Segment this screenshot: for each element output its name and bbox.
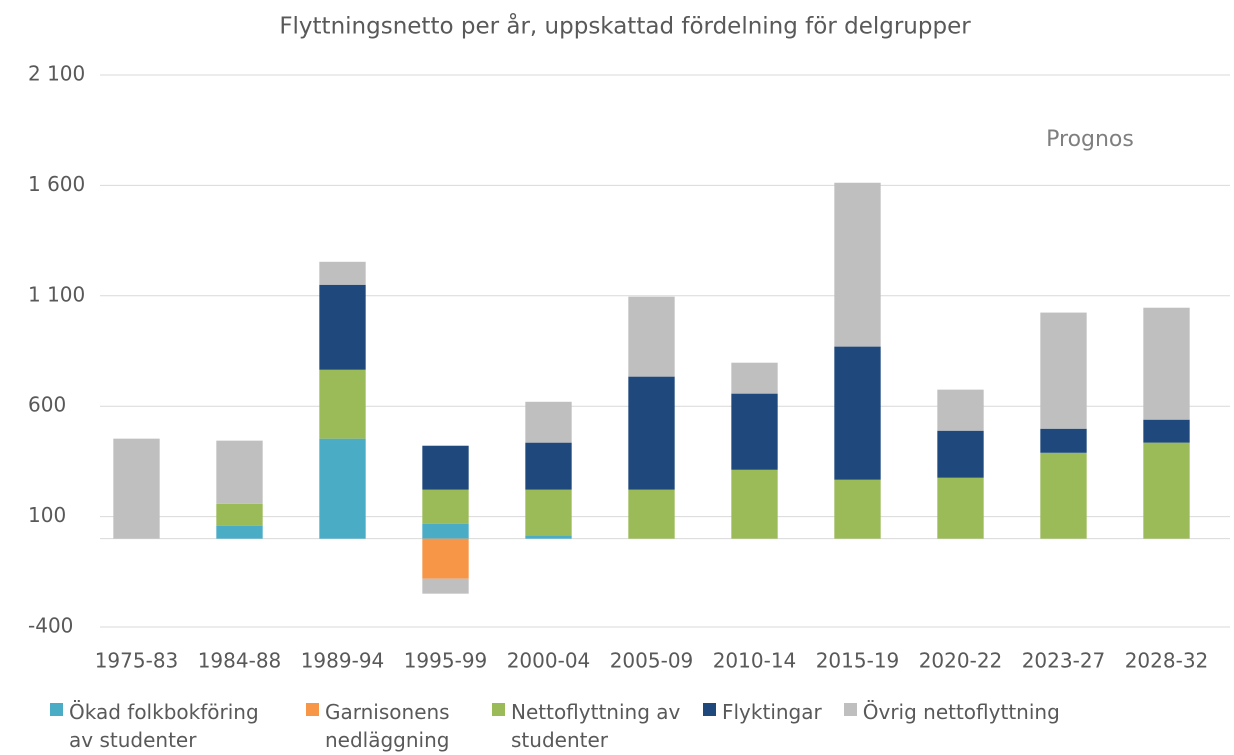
bar-segment: [422, 523, 469, 539]
y-tick-label: 2 100: [28, 62, 85, 86]
bar-segment: [937, 389, 984, 431]
legend-swatch: [492, 703, 505, 716]
bar-segment: [731, 469, 778, 539]
bar-segment: [628, 489, 675, 539]
legend-swatch: [703, 703, 716, 716]
legend-label: Flyktingar: [722, 700, 822, 724]
legend-swatch: [50, 703, 63, 716]
legend-label: Övrig nettoflyttning: [862, 700, 1060, 724]
legend: Ökad folkbokföring av studenter Garnisone…: [50, 698, 1082, 754]
bar-segment: [422, 489, 469, 524]
x-tick-label: 2010-14: [713, 649, 797, 673]
y-tick-label: 1 600: [28, 172, 85, 196]
bar-segment: [1143, 419, 1190, 443]
x-tick-label: 2015-19: [816, 649, 900, 673]
y-tick-label: 600: [28, 393, 66, 417]
bar-segment: [525, 535, 572, 539]
bar-segment: [422, 445, 469, 490]
bar-segment: [628, 296, 675, 377]
bar-segment: [1040, 452, 1087, 539]
bar-segment: [834, 346, 881, 480]
legend-swatch: [843, 703, 857, 716]
bar-segment: [1143, 442, 1190, 539]
x-tick-label: 2028-32: [1125, 649, 1209, 673]
bar-segment: [319, 284, 366, 370]
x-tick-label: 2005-09: [610, 649, 694, 673]
legend-item: Flyktingar: [703, 698, 822, 754]
x-tick-label: 1995-99: [404, 649, 488, 673]
annotation: Prognos: [1046, 127, 1134, 152]
y-tick-label: 1 100: [28, 282, 85, 306]
x-tick-label: 2020-22: [919, 649, 1003, 673]
legend-label: Nettoflyttning av studenter: [511, 700, 681, 752]
bar-segment: [216, 440, 263, 504]
bar-segment: [1143, 307, 1190, 420]
bar-segment: [216, 503, 263, 526]
legend-label: Ökad folkbokföring av studenter: [69, 700, 259, 752]
x-tick-label: 1975-83: [95, 649, 179, 673]
bar-segment: [525, 489, 572, 536]
bar-segment: [834, 479, 881, 539]
y-tick-label: 100: [28, 503, 66, 527]
bar-segment: [834, 182, 881, 347]
bar-segment: [525, 442, 572, 490]
legend-item: Garnisonens nedläggning: [306, 698, 470, 754]
bar-segment: [1040, 312, 1087, 429]
bar-segment: [319, 261, 366, 285]
legend-item: Ökad folkbokföring av studenter: [50, 698, 284, 754]
x-tick-label: 1989-94: [301, 649, 385, 673]
chart: Flyttningsnetto per år, uppskattad förde…: [28, 12, 1230, 673]
bar-segment: [731, 393, 778, 470]
y-tick-label: -400: [28, 614, 73, 638]
bar-segment: [1040, 428, 1087, 453]
bar-segment: [937, 477, 984, 539]
legend-item: Nettoflyttning av studenter: [492, 698, 681, 754]
bar-segment: [422, 538, 469, 579]
legend-item: Övrig nettoflyttning: [843, 698, 1060, 754]
x-tick-label: 1984-88: [198, 649, 282, 673]
chart-title: Flyttningsnetto per år, uppskattad förde…: [279, 12, 971, 40]
legend-swatch: [306, 703, 319, 716]
x-tick-label: 2023-27: [1022, 649, 1106, 673]
bar-segment: [731, 362, 778, 394]
x-tick-label: 2000-04: [507, 649, 591, 673]
bar-segment: [422, 578, 469, 594]
bar-segment: [216, 525, 263, 539]
bar-segment: [628, 376, 675, 490]
bar-segment: [113, 438, 160, 539]
bar-segment: [319, 369, 366, 439]
bar-segment: [319, 438, 366, 539]
legend-label: Garnisonens nedläggning: [325, 700, 450, 752]
bar-segment: [525, 401, 572, 443]
bar-segment: [937, 430, 984, 478]
